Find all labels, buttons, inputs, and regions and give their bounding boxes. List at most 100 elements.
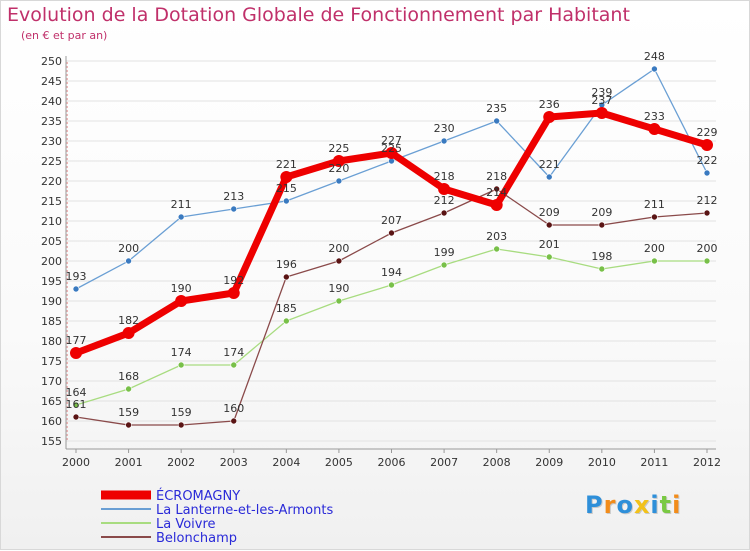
- x-tick-label: 2002: [167, 456, 195, 469]
- data-point: [648, 123, 661, 135]
- data-point: [701, 139, 713, 151]
- data-label: 212: [434, 194, 455, 207]
- data-point: [545, 253, 553, 261]
- data-point: [283, 317, 290, 325]
- y-tick-label: 205: [41, 235, 62, 248]
- data-label: 221: [539, 158, 560, 171]
- data-point: [703, 257, 711, 265]
- y-tick-label: 245: [41, 75, 62, 88]
- y-tick-label: 230: [41, 135, 62, 148]
- y-tick-label: 165: [41, 395, 62, 408]
- data-label: 190: [328, 282, 349, 295]
- data-label: 200: [328, 242, 349, 255]
- data-point: [230, 417, 238, 425]
- data-label: 200: [118, 242, 139, 255]
- y-tick-label: 190: [41, 295, 62, 308]
- data-label: 220: [328, 162, 349, 175]
- data-label: 239: [591, 86, 612, 99]
- data-point: [335, 257, 343, 265]
- x-tick-label: 2007: [430, 456, 458, 469]
- data-label: 211: [644, 198, 665, 211]
- y-tick-label: 215: [41, 195, 62, 208]
- data-label: 164: [66, 386, 87, 399]
- y-tick-label: 160: [41, 415, 62, 428]
- y-tick-label: 240: [41, 95, 62, 108]
- data-point: [493, 185, 500, 193]
- data-point: [72, 401, 80, 409]
- y-tick-label: 200: [41, 255, 62, 268]
- data-point: [335, 177, 343, 185]
- proxiti-logo: Proxiti: [585, 491, 682, 519]
- y-tick-label: 210: [41, 215, 62, 228]
- data-point: [703, 209, 711, 217]
- data-label: 209: [539, 206, 560, 219]
- data-label: 198: [591, 250, 612, 263]
- data-point: [651, 65, 658, 73]
- data-label: 211: [171, 198, 192, 211]
- data-label: 193: [66, 270, 87, 283]
- data-point: [543, 111, 556, 123]
- legend-label: La Lanterne-et-les-Armonts: [156, 503, 333, 518]
- data-point: [283, 273, 290, 281]
- data-label: 227: [381, 134, 402, 147]
- x-tick-label: 2008: [483, 456, 511, 469]
- data-point: [175, 295, 188, 307]
- chart-title: Evolution de la Dotation Globale de Fonc…: [7, 4, 630, 26]
- data-point: [651, 213, 658, 221]
- data-point: [332, 155, 345, 167]
- x-tick-label: 2001: [115, 456, 143, 469]
- series-line-0: [75, 68, 708, 290]
- data-label: 218: [434, 170, 455, 183]
- data-point: [125, 257, 132, 265]
- data-label: 203: [486, 230, 507, 243]
- data-label: 160: [223, 402, 244, 415]
- x-tick-label: 2003: [220, 456, 248, 469]
- data-point: [440, 209, 448, 217]
- data-point: [388, 281, 395, 289]
- data-label: 200: [644, 242, 665, 255]
- chart-subtitle: (en € et par an): [21, 29, 108, 42]
- data-point: [227, 287, 240, 299]
- x-tick-label: 2005: [325, 456, 353, 469]
- data-label: 174: [171, 346, 192, 359]
- y-tick-label: 175: [41, 355, 62, 368]
- x-tick-label: 2009: [535, 456, 563, 469]
- data-label: 159: [118, 406, 139, 419]
- data-label: 236: [539, 98, 560, 111]
- x-tick-label: 2010: [588, 456, 616, 469]
- data-point: [72, 413, 80, 421]
- data-point: [595, 107, 608, 119]
- data-label: 196: [276, 258, 297, 271]
- y-tick-label: 155: [41, 435, 62, 448]
- data-point: [493, 245, 500, 253]
- data-label: 215: [276, 182, 297, 195]
- data-label: 230: [434, 122, 455, 135]
- data-point: [490, 199, 503, 211]
- data-point: [493, 117, 500, 125]
- data-point: [122, 327, 135, 339]
- data-point: [70, 347, 82, 359]
- data-point: [545, 173, 553, 181]
- data-label: 159: [171, 406, 192, 419]
- data-label: 168: [118, 370, 139, 383]
- data-point: [335, 297, 343, 305]
- data-point: [438, 183, 451, 195]
- data-label: 225: [381, 142, 402, 155]
- data-point: [440, 261, 448, 269]
- data-label: 248: [644, 50, 665, 63]
- data-point: [703, 169, 711, 177]
- x-tick-label: 2000: [62, 456, 90, 469]
- data-point: [385, 147, 398, 159]
- data-label: 177: [66, 334, 87, 347]
- x-tick-label: 2004: [272, 456, 300, 469]
- data-label: 192: [223, 274, 244, 287]
- data-label: 221: [276, 158, 297, 171]
- data-label: 214: [486, 186, 507, 199]
- data-label: 194: [381, 266, 402, 279]
- data-label: 222: [697, 154, 718, 167]
- data-label: 212: [697, 194, 718, 207]
- y-tick-label: 225: [41, 155, 62, 168]
- legend-label: La Voivre: [156, 517, 216, 532]
